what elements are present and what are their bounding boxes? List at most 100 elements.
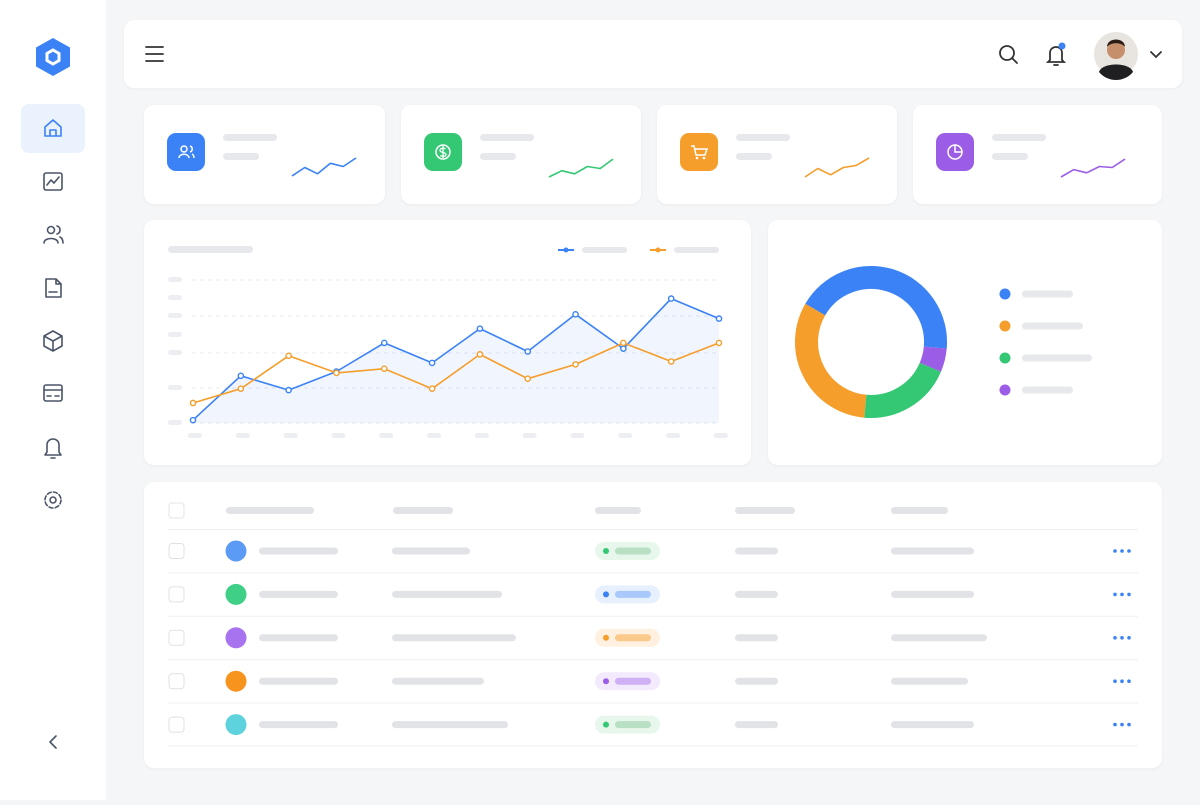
y-label-placeholder (168, 350, 182, 355)
status-placeholder (615, 590, 651, 598)
search-button[interactable] (999, 45, 1018, 64)
legend-label-placeholder (1022, 290, 1073, 298)
row-checkbox[interactable] (168, 543, 185, 559)
nav-users[interactable] (43, 225, 64, 244)
detail-placeholder (392, 634, 516, 642)
collapse-button[interactable] (49, 735, 57, 749)
stat-icon (691, 145, 709, 160)
stat-graphics (936, 133, 1126, 178)
amount-placeholder (891, 721, 974, 729)
legend-marker (999, 320, 1011, 332)
table-body (168, 502, 1138, 747)
nav-billing[interactable] (43, 384, 63, 402)
nav-documents[interactable] (45, 278, 62, 298)
detail-placeholder (392, 721, 508, 729)
line (804, 157, 870, 178)
line (192, 297, 720, 421)
column-header-placeholder (226, 507, 314, 514)
donut-segment (805, 266, 947, 349)
select-all-checkbox[interactable] (168, 502, 185, 519)
notifications-button[interactable] (1045, 46, 1067, 66)
x-label-placeholder (331, 433, 346, 438)
title-placeholder (168, 246, 253, 253)
nav-home[interactable] (44, 119, 62, 137)
row-actions[interactable] (1113, 679, 1131, 683)
detail-placeholder (392, 590, 502, 598)
x-label-placeholder (427, 433, 441, 438)
point (476, 351, 484, 358)
status-placeholder (615, 677, 651, 685)
legend-label-placeholder (674, 247, 719, 253)
point (715, 339, 723, 347)
column-header-placeholder (735, 507, 795, 514)
point (428, 385, 436, 392)
row-avatar (225, 583, 247, 605)
point (620, 339, 627, 347)
nav-notifications[interactable] (44, 438, 62, 459)
point (285, 352, 292, 360)
row-actions[interactable] (1113, 549, 1131, 553)
stat-card (657, 105, 897, 204)
status-dot (603, 721, 609, 728)
point (572, 361, 579, 368)
row-actions[interactable] (1113, 722, 1131, 727)
stat-label-placeholder (480, 134, 534, 141)
status-dot (603, 548, 609, 554)
y-label-placeholder (168, 295, 182, 300)
row-actions[interactable] (1113, 592, 1131, 597)
nav-analytics[interactable] (43, 172, 63, 191)
y-label-placeholder (168, 277, 182, 282)
legend-marker (655, 247, 661, 253)
stat-graphics (680, 133, 870, 178)
donut-chart (795, 266, 1092, 418)
point (667, 295, 675, 302)
point (380, 365, 388, 372)
point (285, 386, 292, 394)
row-avatar (225, 714, 247, 736)
donut-segment (795, 303, 867, 418)
status-dot (603, 591, 609, 598)
top-bar-icons (145, 32, 1162, 81)
menu-button[interactable] (145, 46, 164, 62)
row-actions[interactable] (1113, 636, 1131, 640)
data-table (144, 482, 1162, 768)
top-bar (124, 20, 1182, 88)
name-placeholder (259, 547, 338, 555)
name-placeholder (259, 590, 338, 598)
x-label-placeholder (522, 433, 537, 438)
row-checkbox[interactable] (168, 716, 185, 733)
column-header-placeholder (891, 507, 948, 514)
stat-label-placeholder (223, 134, 277, 141)
x-label-placeholder (618, 433, 633, 438)
x-label-placeholder (713, 433, 728, 438)
stat-icon (947, 144, 963, 160)
legend-label-placeholder (1022, 354, 1092, 362)
nav-products[interactable] (43, 330, 63, 352)
legend-label-placeholder (582, 247, 627, 253)
point (428, 359, 436, 367)
point (237, 385, 245, 392)
avatar[interactable] (1094, 32, 1138, 81)
amount-placeholder (891, 547, 974, 555)
nav-settings[interactable] (44, 491, 62, 509)
x-label-placeholder (235, 433, 250, 438)
row-checkbox[interactable] (168, 586, 185, 603)
row-checkbox[interactable] (168, 629, 185, 646)
x-label-placeholder (283, 433, 298, 438)
row-checkbox[interactable] (168, 673, 185, 690)
stat-card (401, 105, 641, 204)
legend-label-placeholder (1022, 322, 1083, 330)
profile-menu-toggle[interactable] (1150, 51, 1162, 59)
date-placeholder (735, 721, 778, 729)
legend-marker (999, 288, 1011, 300)
point (189, 416, 197, 424)
y-label-placeholder (168, 313, 182, 318)
donut-segment (919, 346, 947, 372)
point (476, 325, 484, 332)
nav-active[interactable] (21, 104, 85, 153)
status-placeholder (615, 721, 651, 729)
sidebar-icons (21, 38, 85, 749)
row-avatar (225, 540, 247, 562)
row-avatar (225, 627, 247, 649)
point (715, 315, 723, 322)
